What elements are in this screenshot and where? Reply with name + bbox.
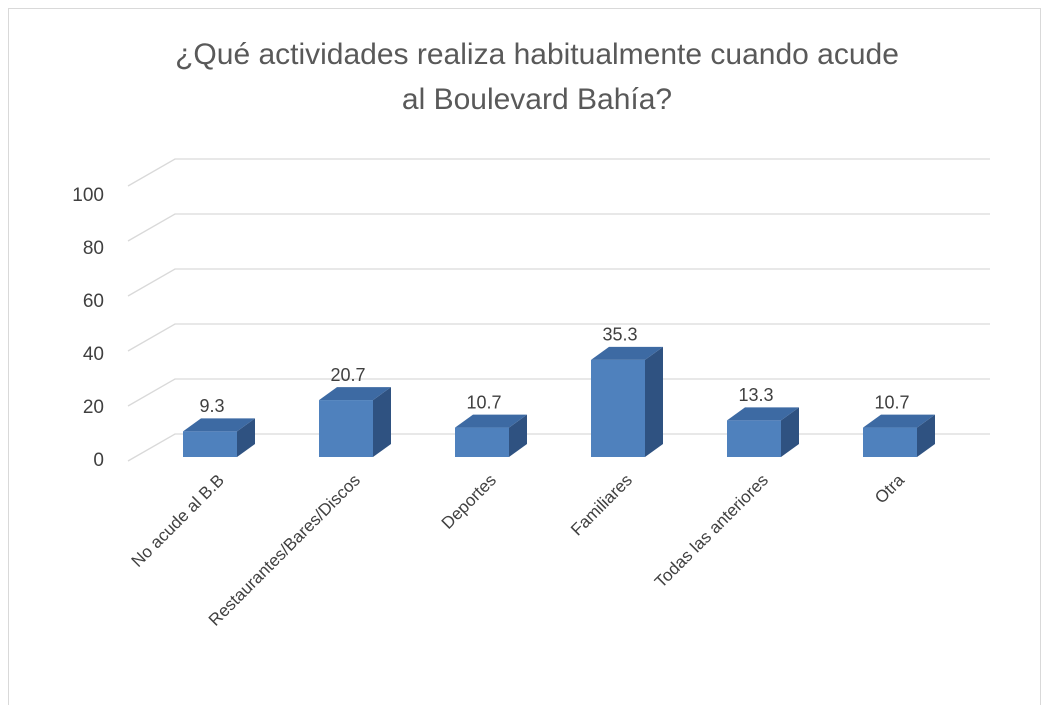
y-tick-label: 60 xyxy=(83,291,104,312)
value-label: 9.3 xyxy=(199,396,224,416)
chart-border xyxy=(8,8,1041,705)
value-label: 13.3 xyxy=(738,385,773,405)
value-label: 35.3 xyxy=(602,325,637,345)
grid-line xyxy=(127,213,990,242)
grid-line xyxy=(127,323,990,352)
bar-side xyxy=(373,387,391,457)
bar xyxy=(183,431,237,457)
bar-top xyxy=(183,418,255,432)
bar xyxy=(319,400,373,457)
bar-side xyxy=(917,414,935,457)
bar xyxy=(591,359,645,457)
grid-line xyxy=(127,378,990,407)
bar-top xyxy=(455,414,527,428)
value-label: 10.7 xyxy=(874,392,909,412)
bar-top xyxy=(319,387,391,401)
bar-side xyxy=(781,407,799,457)
bar xyxy=(727,420,781,457)
bar xyxy=(863,427,917,457)
bar-top xyxy=(727,407,799,421)
bar-side xyxy=(509,414,527,457)
chart-title: ¿Qué actividades realiza habitualmente c… xyxy=(175,38,899,116)
grid-line xyxy=(127,433,990,462)
bar-side xyxy=(645,346,663,457)
y-tick-label: 0 xyxy=(93,450,104,471)
y-tick-label: 80 xyxy=(83,238,104,259)
y-tick-label: 40 xyxy=(83,344,104,365)
bar-side xyxy=(237,418,255,457)
value-label: 10.7 xyxy=(466,392,501,412)
y-tick-label: 100 xyxy=(72,185,104,206)
bar-top xyxy=(591,346,663,360)
bar xyxy=(455,427,509,457)
bar-top xyxy=(863,414,935,428)
grid-line xyxy=(127,158,990,187)
grid-line xyxy=(127,268,990,297)
y-tick-label: 20 xyxy=(83,397,104,418)
value-label: 20.7 xyxy=(330,365,365,385)
